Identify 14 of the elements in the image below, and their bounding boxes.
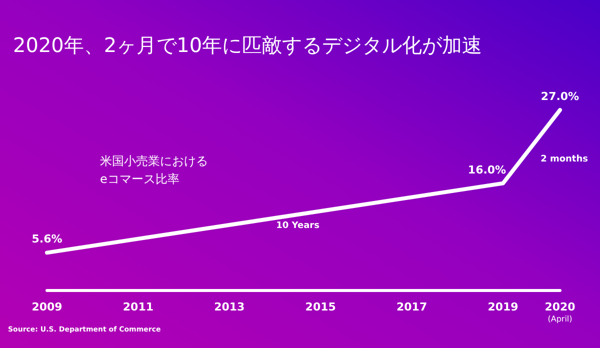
x-tick-label: 2011: [122, 300, 154, 314]
x-tick-label: 2013: [214, 300, 245, 314]
annotation: 10 Years: [276, 220, 320, 231]
chart-title: 2020年、2ヶ月で10年に匹敵するデジタル化が加速: [13, 33, 482, 57]
x-tick-label: 2020 (April): [544, 300, 576, 324]
data-label: 27.0%: [540, 90, 580, 103]
x-tick-label: 2017: [396, 300, 428, 314]
x-tick-label: 2015: [305, 300, 336, 314]
data-label: 16.0%: [468, 163, 506, 176]
text: 米国小売業における eコマース比率: [100, 154, 208, 186]
x-tick-label: 2019: [488, 300, 518, 314]
annotation: 2 months: [540, 154, 588, 164]
x-tick-label: 2009: [32, 300, 62, 314]
data-label: 5.6%: [32, 232, 62, 246]
